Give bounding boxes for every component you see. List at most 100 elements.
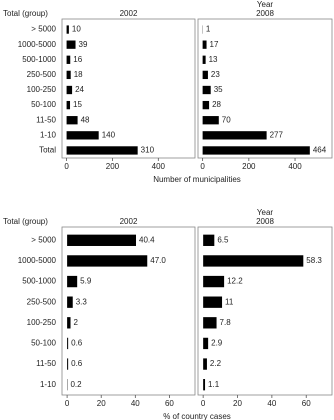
value-label: 15: [73, 100, 82, 109]
panel-frame: [61, 18, 196, 159]
value-label: 13: [209, 55, 218, 64]
category-label: 500-1000: [22, 55, 56, 64]
value-label: 6.5: [217, 235, 229, 244]
bar: [66, 85, 73, 95]
facet-title: Year: [257, 0, 274, 9]
category-label: 250-500: [27, 70, 57, 79]
bar: [67, 255, 148, 267]
category-label: 50-100: [31, 339, 56, 348]
bar: [202, 146, 310, 155]
value-label: 1: [206, 25, 211, 34]
bar: [202, 131, 267, 140]
bar: [203, 379, 206, 391]
panel-frame: [197, 226, 333, 396]
bar: [66, 131, 99, 140]
panel-header: 2002: [120, 9, 138, 18]
bar: [202, 55, 206, 64]
bar: [66, 146, 138, 155]
bar: [66, 116, 78, 125]
x-tick-label: 0: [200, 162, 205, 171]
value-label: 10: [72, 25, 81, 34]
value-label: 7.8: [220, 318, 232, 327]
category-label: 1-10: [40, 130, 57, 139]
value-label: 48: [81, 115, 90, 124]
x-tick-label: 0: [201, 399, 206, 408]
bar: [203, 255, 304, 267]
bar: [66, 40, 76, 49]
panel-frame: [197, 18, 333, 159]
bar: [202, 100, 210, 110]
x-tick-label: 400: [288, 162, 302, 171]
value-label: 3.3: [76, 297, 88, 306]
x-tick-label: 40: [267, 399, 276, 408]
category-label: 100-250: [27, 85, 57, 94]
category-label: 50-100: [31, 100, 56, 109]
value-label: 24: [75, 85, 84, 94]
facet-title: Year: [257, 208, 274, 217]
y-axis-label: Total (group): [3, 9, 48, 18]
x-tick-label: 20: [233, 399, 242, 408]
value-label: 17: [210, 40, 219, 49]
bar: [203, 358, 207, 370]
x-axis-label: Number of municipalities: [153, 175, 241, 184]
bar: [203, 234, 215, 246]
bar: [203, 296, 223, 308]
category-label: 1000-5000: [18, 40, 57, 49]
bar: [202, 70, 208, 80]
bar: [66, 25, 69, 34]
value-label: 464: [313, 146, 327, 155]
category-label: > 5000: [31, 235, 56, 244]
value-label: 0.2: [70, 380, 82, 389]
value-label: 2.9: [211, 339, 223, 348]
category-label: 1-10: [40, 380, 57, 389]
category-label: 250-500: [27, 297, 57, 306]
bar: [67, 275, 78, 288]
x-tick-label: 400: [152, 162, 166, 171]
panel-header: 2008: [256, 9, 274, 18]
value-label: 16: [73, 55, 82, 64]
bar: [67, 234, 137, 246]
value-label: 58.3: [306, 256, 322, 265]
value-label: 28: [212, 100, 221, 109]
value-label: 0.6: [71, 359, 83, 368]
value-label: 12.2: [227, 277, 243, 286]
x-tick-label: 0: [65, 399, 70, 408]
category-label: 11-50: [36, 115, 56, 124]
value-label: 47.0: [150, 256, 166, 265]
x-tick-label: 200: [106, 162, 120, 171]
bar: [67, 337, 69, 350]
panel-header: 2008: [256, 217, 274, 226]
x-tick-label: 200: [242, 162, 256, 171]
panel-frame: [61, 226, 196, 396]
bar: [67, 317, 71, 329]
x-tick-label: 40: [131, 399, 140, 408]
category-label: Total: [39, 146, 56, 155]
value-label: 39: [79, 40, 88, 49]
y-axis-label: Total (group): [3, 217, 48, 226]
value-label: 1.1: [208, 380, 220, 389]
bar: [202, 85, 211, 95]
category-label: 100-250: [27, 318, 57, 327]
bar: [203, 317, 217, 329]
category-label: 500-1000: [22, 277, 56, 286]
value-label: 277: [270, 130, 284, 139]
bar: [66, 100, 71, 110]
value-label: 35: [214, 85, 223, 94]
category-label: 11-50: [36, 359, 56, 368]
value-label: 310: [141, 146, 155, 155]
x-tick-label: 0: [64, 162, 69, 171]
x-tick-label: 60: [165, 399, 174, 408]
bar: [66, 55, 71, 64]
value-label: 11: [225, 297, 234, 306]
value-label: 5.9: [80, 277, 92, 286]
x-axis-label: % of country cases: [163, 412, 231, 420]
panel-header: 2002: [120, 217, 138, 226]
value-label: 140: [102, 130, 116, 139]
x-tick-label: 20: [97, 399, 106, 408]
bar: [67, 296, 73, 308]
value-label: 2: [74, 318, 79, 327]
bar: [202, 40, 207, 49]
bar: [66, 70, 71, 80]
bar: [203, 337, 209, 350]
